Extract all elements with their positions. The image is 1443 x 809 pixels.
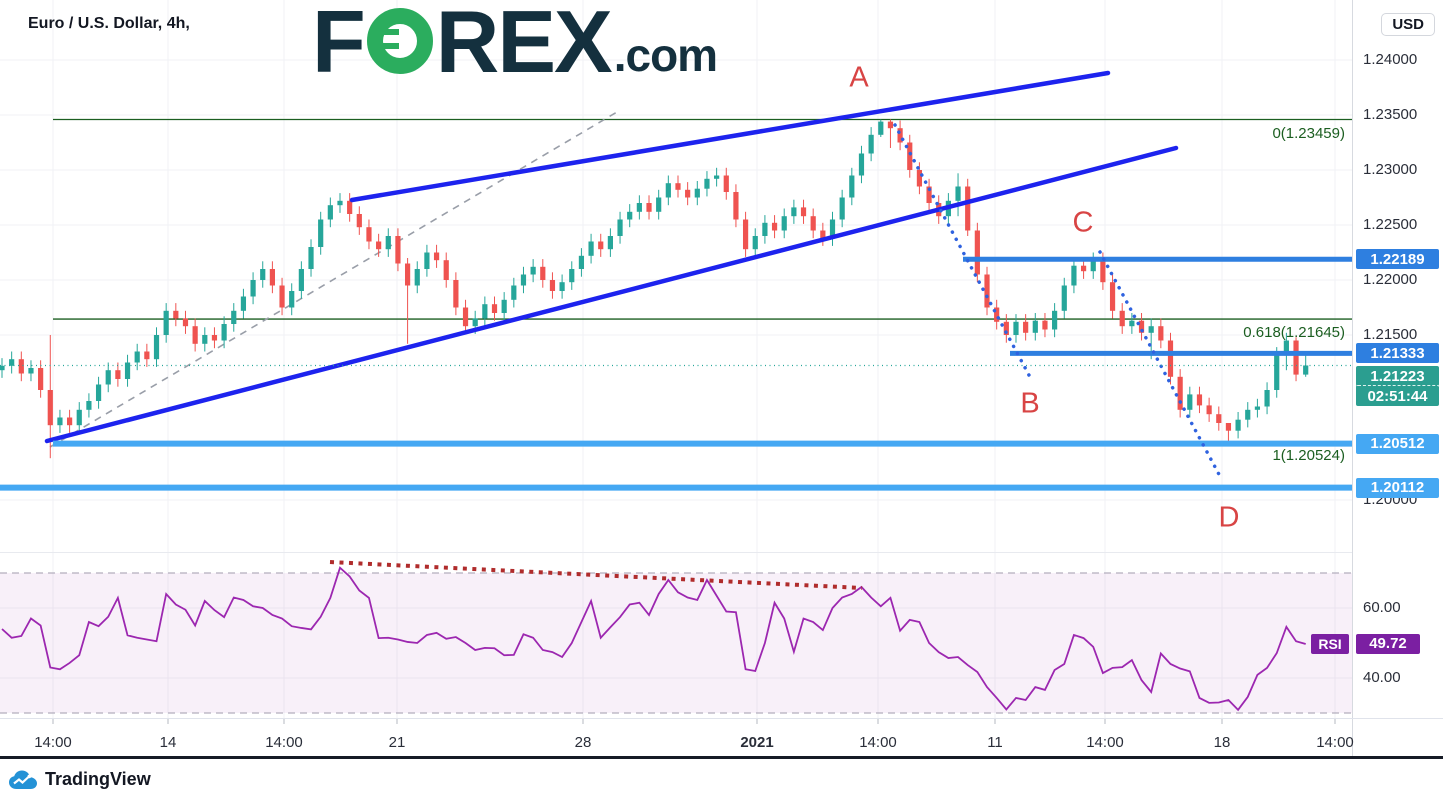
forex-logo-f: F: [312, 0, 366, 91]
last-price-label: 1.21223: [1356, 366, 1439, 387]
time-tick-label: 21: [388, 734, 406, 751]
currency-button[interactable]: USD: [1381, 13, 1435, 36]
time-tick-label: 11: [987, 734, 1003, 751]
rsi-tick-label: 40.00: [1363, 669, 1401, 686]
level-price-label: 1.21333: [1356, 343, 1439, 364]
wave-letter-d[interactable]: D: [1218, 501, 1240, 534]
wave-letter-b[interactable]: B: [1020, 387, 1040, 420]
bar-countdown-label: 02:51:44: [1356, 385, 1439, 407]
tradingview-attribution[interactable]: TradingView: [8, 769, 151, 790]
fib-level-label: 1(1.20524): [1272, 447, 1345, 465]
pane-separator[interactable]: [0, 552, 1352, 553]
forex-logo-rex: REX: [435, 0, 613, 91]
rsi-indicator-label[interactable]: RSI: [1311, 633, 1349, 654]
time-tick-label: 18: [1213, 734, 1231, 751]
time-tick-label: 14:00: [265, 734, 303, 751]
level-price-label: 1.20112: [1356, 477, 1439, 498]
time-tick-label: 14:00: [34, 734, 72, 751]
price-tick-label: 1.23500: [1363, 106, 1418, 123]
price-axis[interactable]: 1.24000 1.23500 1.23000 1.22500 1.22000 1.215…: [1352, 0, 1443, 758]
symbol-title[interactable]: Euro / U.S. Dollar, 4h,: [28, 15, 190, 32]
price-tick-label: 1.24000: [1363, 51, 1418, 68]
price-tick-label: 1.22000: [1363, 271, 1418, 288]
time-tick-label: 14: [159, 734, 177, 751]
fib-level-label: 0.618(1.21645): [1243, 324, 1345, 342]
level-price-label: 1.22189: [1356, 249, 1439, 270]
forex-logo-watermark: F REX .com: [312, 0, 718, 91]
price-tick-label: 1.23000: [1363, 161, 1418, 178]
level-price-label: 1.20512: [1356, 433, 1439, 454]
rsi-value-label: 49.72: [1356, 633, 1420, 654]
time-tick-label: 14:00: [1316, 734, 1354, 751]
tradingview-cloud-icon: [9, 770, 37, 789]
wave-letter-a[interactable]: A: [849, 61, 869, 94]
tradingview-brand-text: TradingView: [45, 769, 151, 789]
time-tick-label: 28: [574, 734, 592, 751]
chart-bottom-border: [0, 756, 1443, 759]
wave-letter-c[interactable]: C: [1072, 206, 1094, 239]
forex-logo-dotcom: .com: [613, 29, 718, 81]
forex-logo-o-icon: [366, 8, 433, 74]
rsi-tick-label: 60.00: [1363, 599, 1401, 616]
fib-level-label: 0(1.23459): [1272, 124, 1345, 142]
price-tick-label: 1.21500: [1363, 326, 1418, 343]
price-tick-label: 1.22500: [1363, 216, 1418, 233]
time-tick-label: 14:00: [859, 734, 897, 751]
time-tick-label: 2021: [740, 734, 774, 751]
time-axis-separator: [0, 718, 1443, 719]
price-chart-canvas[interactable]: [0, 0, 1352, 758]
time-tick-label: 14:00: [1086, 734, 1124, 751]
